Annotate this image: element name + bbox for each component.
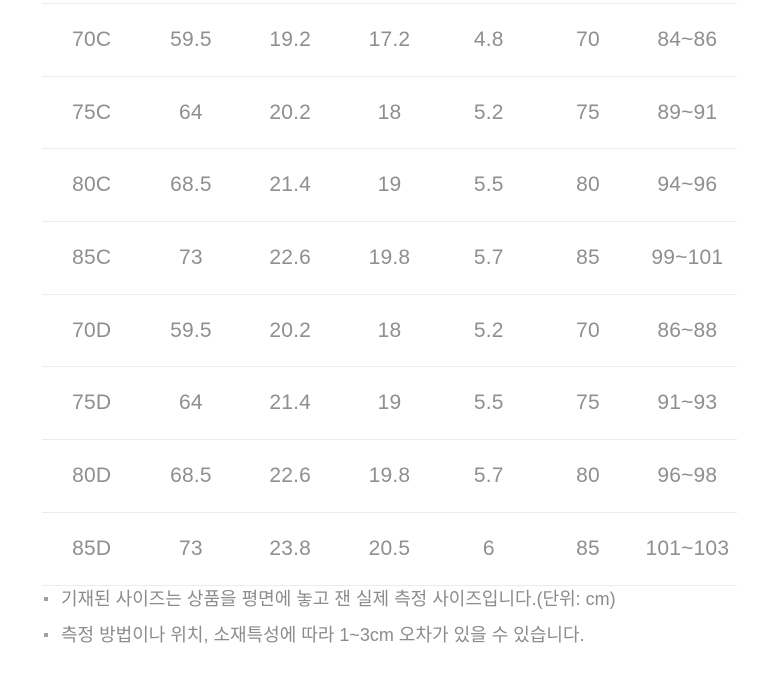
table-cell: 75 <box>576 100 600 124</box>
table-cell: 101~103 <box>645 536 730 560</box>
table-row: 70D 59.5 20.2 18 5.2 70 86~88 <box>42 293 737 367</box>
table-cell: 75D <box>72 391 112 415</box>
note-item: 측정 방법이나 위치, 소재특성에 따라 1~3cm 오차가 있을 수 있습니다… <box>42 624 752 646</box>
table-cell: 5.5 <box>473 391 504 415</box>
table-cell: 20.2 <box>269 100 312 124</box>
table-cell: 59.5 <box>170 27 212 51</box>
table-cell: 80C <box>72 173 112 197</box>
table-row: 85C 73 22.6 19.8 5.7 85 99~101 <box>42 221 737 294</box>
table-cell: 94~96 <box>657 173 718 197</box>
table-row: 80C 68.5 21.4 19 5.5 80 94~96 <box>42 148 737 221</box>
table-cell: 5.5 <box>473 173 504 197</box>
table-cell: 70 <box>576 318 600 342</box>
table-cell: 85C <box>72 245 112 269</box>
table-row: 75D 64 21.4 19 5.5 75 91~93 <box>42 366 737 439</box>
table-row: 75C 64 20.2 18 5.2 75 89~91 <box>42 75 737 149</box>
note-text: 측정 방법이나 위치, 소재특성에 따라 1~3cm 오차가 있을 수 있습니다… <box>61 625 585 645</box>
table-cell: 19.8 <box>368 245 411 269</box>
table-cell: 73 <box>179 245 203 269</box>
table-cell: 20.2 <box>269 318 312 342</box>
note-item: 기재된 사이즈는 상품을 평면에 놓고 잰 실제 측정 사이즈입니다.(단위: … <box>42 588 752 610</box>
table-cell: 85 <box>576 245 600 269</box>
size-table: 70C 59.5 19.2 17.2 4.8 70 84~86 75C 64 20.2 18 5.2 7… <box>42 3 737 586</box>
table-cell: 22.6 <box>269 463 312 487</box>
table-cell: 85D <box>72 536 112 560</box>
table-cell: 17.2 <box>368 27 411 51</box>
table-cell: 85 <box>576 536 600 560</box>
table-cell: 19 <box>377 391 402 415</box>
table-cell: 22.6 <box>269 245 312 269</box>
size-notes: 기재된 사이즈는 상품을 평면에 놓고 잰 실제 측정 사이즈입니다.(단위: … <box>42 588 752 646</box>
table-cell: 70D <box>72 318 112 342</box>
table-cell: 19.2 <box>269 27 312 51</box>
table-cell: 73 <box>179 536 203 560</box>
table-cell: 68.5 <box>170 463 212 487</box>
table-cell: 89~91 <box>657 100 718 124</box>
table-cell: 68.5 <box>170 173 212 197</box>
table-cell: 64 <box>179 391 203 415</box>
table-cell: 80D <box>72 463 112 487</box>
table-cell: 80 <box>576 173 600 197</box>
table-cell: 75C <box>72 100 112 124</box>
table-row: 80D 68.5 22.6 19.8 5.7 80 96~98 <box>42 439 737 512</box>
table-cell: 18 <box>377 100 402 124</box>
table-cell: 64 <box>179 100 203 124</box>
table-cell: 5.7 <box>473 463 504 487</box>
table-cell: 59.5 <box>170 318 212 342</box>
table-cell: 5.7 <box>473 245 504 269</box>
table-cell: 23.8 <box>269 536 312 560</box>
table-cell: 80 <box>576 463 600 487</box>
table-cell: 21.4 <box>269 173 312 197</box>
table-cell: 19 <box>377 173 402 197</box>
table-cell: 91~93 <box>657 391 718 415</box>
table-cell: 70 <box>576 27 600 51</box>
table-cell: 18 <box>377 318 402 342</box>
table-cell: 84~86 <box>657 27 718 51</box>
square-bullet-icon <box>44 597 48 601</box>
table-cell: 6 <box>482 536 495 560</box>
table-cell: 21.4 <box>269 391 312 415</box>
table-cell: 75 <box>576 391 600 415</box>
table-cell: 86~88 <box>657 318 718 342</box>
table-cell: 5.2 <box>473 100 504 124</box>
table-cell: 4.8 <box>473 27 504 51</box>
table-cell: 5.2 <box>473 318 504 342</box>
table-cell: 96~98 <box>657 463 718 487</box>
table-cell: 20.5 <box>368 536 411 560</box>
table-cell: 99~101 <box>651 245 724 269</box>
table-cell: 19.8 <box>368 463 411 487</box>
note-text: 기재된 사이즈는 상품을 평면에 놓고 잰 실제 측정 사이즈입니다.(단위: … <box>61 589 616 609</box>
square-bullet-icon <box>44 633 48 637</box>
table-row: 85D 73 23.8 20.5 6 85 101~103 <box>42 511 737 585</box>
table-cell: 70C <box>72 27 112 51</box>
table-row: 70C 59.5 19.2 17.2 4.8 70 84~86 <box>42 3 737 76</box>
